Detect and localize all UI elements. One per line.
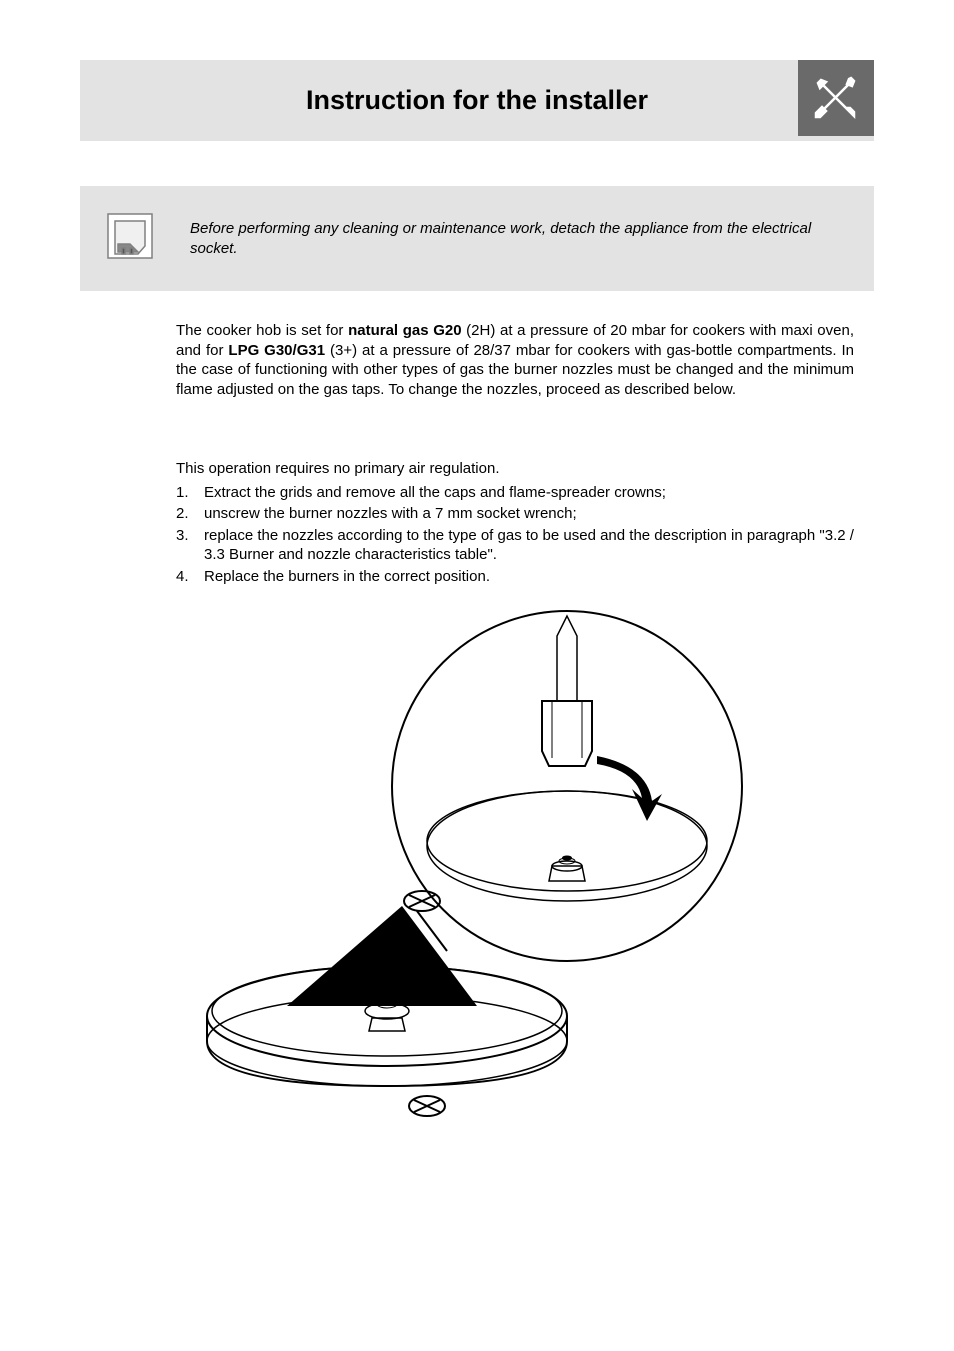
- list-number: 2.: [176, 504, 204, 524]
- warning-text: Before performing any cleaning or mainte…: [190, 219, 854, 258]
- unplug-icon: [100, 206, 160, 271]
- list-number: 3.: [176, 526, 204, 565]
- list-text: replace the nozzles according to the typ…: [204, 526, 854, 565]
- operation-section: This operation requires no primary air r…: [176, 459, 854, 586]
- list-text: Replace the burners in the correct posit…: [204, 567, 854, 587]
- operation-intro: This operation requires no primary air r…: [176, 459, 854, 479]
- paragraph-part1: The cooker hob is set for: [176, 322, 348, 339]
- nozzle-diagram: [80, 606, 874, 1136]
- warning-box: Before performing any cleaning or mainte…: [80, 186, 874, 291]
- body-paragraph: The cooker hob is set for natural gas G2…: [176, 321, 854, 399]
- list-number: 1.: [176, 483, 204, 503]
- list-number: 4.: [176, 567, 204, 587]
- page-header: Instruction for the installer: [80, 60, 874, 141]
- list-item: 1. Extract the grids and remove all the …: [176, 483, 854, 503]
- list-item: 2. unscrew the burner nozzles with a 7 m…: [176, 504, 854, 524]
- paragraph-bold1: natural gas G20: [348, 322, 461, 339]
- list-text: unscrew the burner nozzles with a 7 mm s…: [204, 504, 854, 524]
- list-item: 3. replace the nozzles according to the …: [176, 526, 854, 565]
- list-item: 4. Replace the burners in the correct po…: [176, 567, 854, 587]
- list-text: Extract the grids and remove all the cap…: [204, 483, 854, 503]
- paragraph-bold2: LPG G30/G31: [228, 342, 325, 359]
- page-title: Instruction for the installer: [100, 85, 854, 116]
- operation-list: 1. Extract the grids and remove all the …: [176, 483, 854, 587]
- installer-tools-icon: [798, 60, 874, 136]
